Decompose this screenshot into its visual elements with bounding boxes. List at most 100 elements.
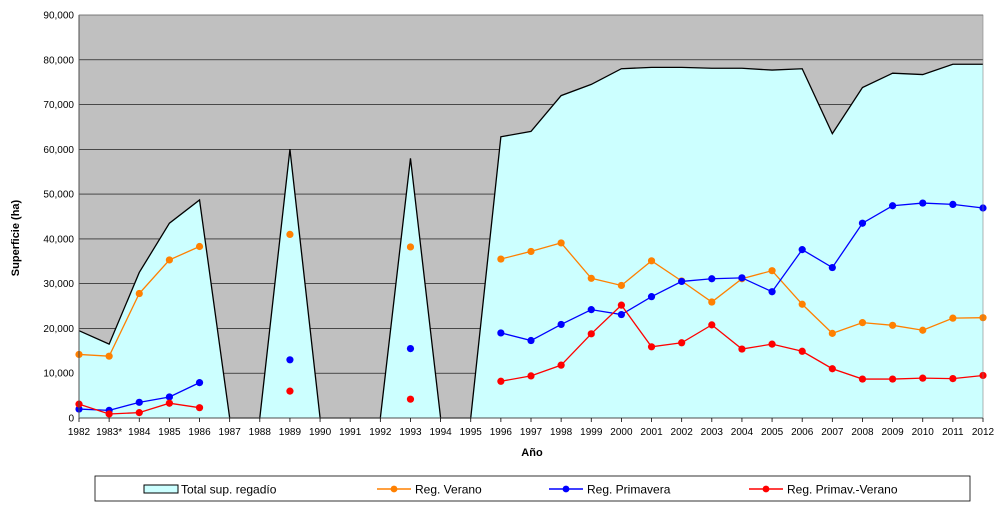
legend-label: Reg. Primav.-Verano	[787, 483, 898, 497]
point-reg-verano	[286, 230, 294, 239]
point-reg-primav-verano	[135, 409, 143, 417]
x-tick-label: 1987	[219, 427, 242, 438]
point-reg-primav-verano	[949, 374, 957, 383]
point-reg-primavera	[647, 293, 656, 301]
area-total-sup-regadio	[79, 64, 983, 418]
x-tick-label: 1991	[339, 427, 362, 438]
y-tick-label: 10,000	[43, 369, 74, 380]
x-tick-label: 1993	[399, 427, 422, 438]
legend-swatch	[143, 484, 179, 494]
point-reg-verano	[828, 329, 836, 337]
point-reg-primav-verano	[708, 321, 716, 329]
point-reg-primavera	[858, 219, 867, 227]
point-reg-primavera	[738, 274, 746, 282]
x-tick-label: 1990	[309, 427, 332, 438]
point-reg-verano	[135, 289, 143, 298]
point-reg-primav-verano	[587, 330, 595, 338]
x-tick-label: 2006	[791, 427, 814, 438]
point-reg-primav-verano	[527, 372, 535, 380]
point-reg-primav-verano	[617, 301, 626, 309]
point-reg-primavera	[195, 379, 204, 387]
point-reg-primavera	[557, 320, 565, 329]
point-reg-primavera	[286, 356, 294, 364]
x-tick-label: 2004	[731, 427, 754, 438]
point-reg-primavera	[919, 199, 927, 207]
x-tick-label: 1997	[520, 427, 543, 438]
point-reg-primavera	[889, 202, 897, 210]
x-tick-label: 2009	[881, 427, 904, 438]
point-reg-primavera	[828, 263, 836, 272]
point-reg-primavera	[406, 344, 415, 353]
x-tick-label: 1994	[429, 427, 452, 438]
point-reg-primav-verano	[557, 361, 565, 369]
point-reg-primav-verano	[889, 375, 897, 383]
x-tick-label: 2003	[701, 427, 724, 438]
x-tick-label: 1992	[369, 427, 392, 438]
point-reg-primavera	[587, 306, 595, 314]
y-tick-label: 90,000	[43, 11, 74, 22]
x-tick-label: 1996	[490, 427, 513, 438]
y-tick-label: 60,000	[43, 145, 74, 156]
x-tick-label: 2011	[942, 427, 964, 438]
y-tick-label: 30,000	[43, 279, 74, 290]
x-tick-label: 2007	[821, 427, 844, 438]
point-reg-primavera	[678, 277, 686, 286]
point-reg-primav-verano	[497, 377, 505, 385]
point-reg-primavera	[708, 275, 716, 283]
x-tick-label: 2012	[972, 427, 994, 438]
point-reg-primav-verano	[738, 345, 746, 353]
point-reg-primavera	[135, 398, 143, 406]
x-tick-label: 1989	[279, 427, 302, 438]
point-reg-verano	[949, 314, 957, 322]
legend-box	[94, 475, 971, 502]
point-reg-primavera	[949, 200, 957, 209]
x-tick-label: 2008	[851, 427, 874, 438]
point-reg-verano	[889, 321, 897, 329]
y-tick-label: 20,000	[43, 324, 74, 335]
y-tick-label: 80,000	[43, 55, 74, 66]
point-reg-verano	[557, 239, 565, 247]
x-tick-label: 1995	[460, 427, 483, 438]
legend-swatch-marker	[762, 485, 770, 493]
x-tick-label: 2005	[761, 427, 784, 438]
point-reg-primavera	[617, 310, 626, 319]
x-tick-label: 1982	[68, 427, 91, 438]
x-tick-label: 1988	[249, 427, 272, 438]
y-tick-label: 0	[68, 414, 74, 425]
point-reg-primav-verano	[798, 347, 806, 355]
y-tick-label: 50,000	[43, 190, 74, 201]
point-reg-primavera	[768, 288, 776, 296]
x-tick-label: 2010	[912, 427, 935, 438]
point-reg-primav-verano	[406, 395, 415, 403]
point-reg-verano	[406, 243, 415, 251]
legend-swatch-marker	[390, 485, 398, 493]
point-reg-verano	[798, 300, 806, 308]
point-reg-primav-verano	[828, 365, 836, 373]
x-tick-label: 1998	[550, 427, 573, 438]
legend: Total sup. regadío Reg. Verano Reg. Primav…	[94, 475, 971, 502]
legend-swatch-marker	[562, 485, 570, 493]
y-axis-label: Superficie (ha)	[10, 199, 22, 276]
point-reg-verano	[527, 247, 535, 256]
point-reg-primavera	[798, 246, 806, 254]
point-reg-primav-verano	[286, 387, 294, 395]
point-reg-primav-verano	[105, 410, 113, 418]
point-reg-verano	[195, 242, 204, 251]
y-tick-label: 40,000	[43, 234, 74, 245]
y-tick-label: 70,000	[43, 100, 74, 111]
legend-label: Total sup. regadío	[181, 483, 277, 497]
x-tick-label: 1999	[580, 427, 603, 438]
legend-label: Reg. Verano	[415, 483, 482, 497]
point-reg-verano	[587, 274, 595, 282]
point-reg-primavera	[497, 329, 505, 337]
point-reg-primavera	[527, 336, 535, 345]
x-axis-label: Año	[521, 447, 543, 459]
point-reg-primav-verano	[165, 399, 173, 407]
x-tick-label: 1986	[188, 427, 211, 438]
point-reg-verano	[617, 281, 626, 290]
x-tick-label: 1983*	[96, 427, 122, 438]
point-reg-primavera	[165, 393, 173, 401]
x-tick-label: 2002	[671, 427, 694, 438]
